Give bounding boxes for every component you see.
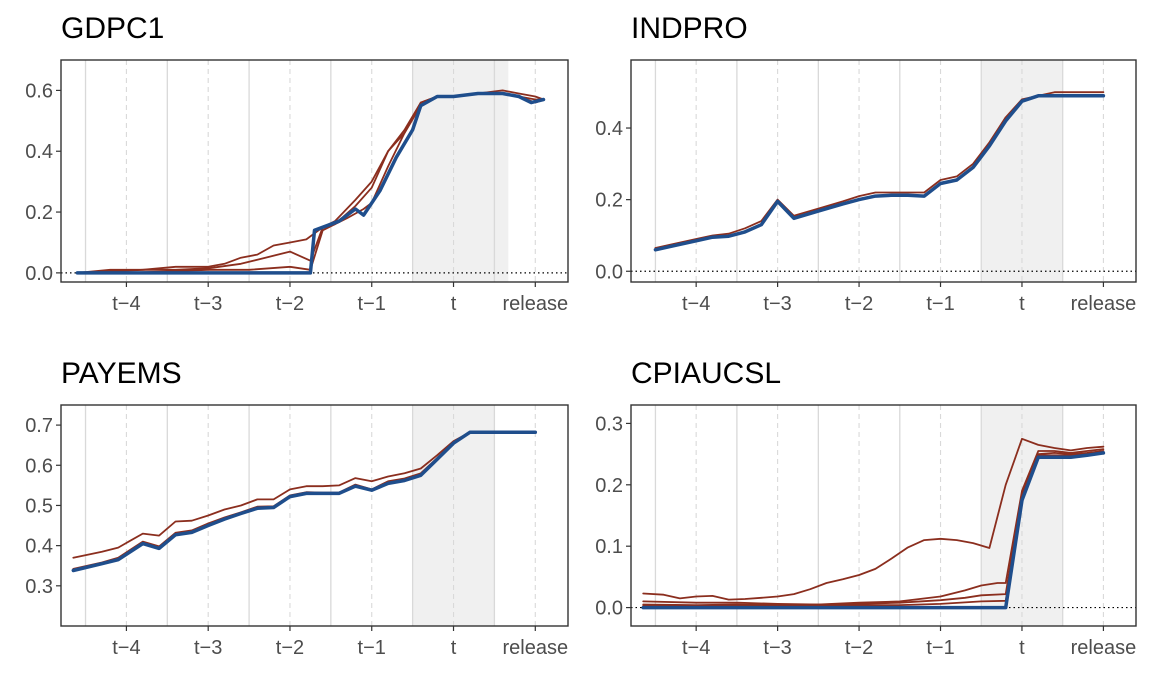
y-tick-label: 0.6 <box>25 80 53 102</box>
y-tick-label: 0.0 <box>595 261 623 283</box>
x-tick-label: t−3 <box>763 293 791 315</box>
x-tick-label: t−1 <box>358 293 386 315</box>
y-tick-label: 0.0 <box>25 263 53 285</box>
y-tick-label: 0.3 <box>25 576 53 598</box>
series-line-estimate <box>642 448 1105 606</box>
y-tick-label: 0.2 <box>595 190 623 212</box>
panel-title: INDPRO <box>631 12 748 45</box>
x-tick-label: release <box>502 293 568 315</box>
series-line-estimate <box>642 450 1105 606</box>
y-tick-label: 0.5 <box>25 495 53 517</box>
panel-border <box>630 404 1137 627</box>
y-tick-label: 0.4 <box>25 536 53 558</box>
y-tick-label: 0.6 <box>25 455 53 477</box>
x-tick-label: t−4 <box>682 637 710 659</box>
x-tick-label: t−4 <box>112 637 140 659</box>
panel-cpiaucsl: CPIAUCSL 0.0 0.1 0.2 0.3 t−4 t−3 t−2 t−1 t release <box>595 357 1137 659</box>
x-tick-label: t−2 <box>845 637 873 659</box>
x-tick-label: t−1 <box>926 293 954 315</box>
y-tick-label: 0.0 <box>595 598 623 620</box>
panel-border <box>60 59 569 283</box>
series-line-final <box>653 94 1106 252</box>
x-tick-label: t <box>451 637 457 659</box>
x-tick-label: t <box>1019 293 1025 315</box>
series-line-final <box>641 451 1106 610</box>
panel-title: GDPC1 <box>61 12 164 45</box>
x-tick-label: t−2 <box>276 293 304 315</box>
series-line-estimate <box>642 437 1105 601</box>
panel-gdpc1: GDPC1 0.0 0.2 0.4 0.6 t−4 t−3 t−2 t−1 t release <box>25 12 569 315</box>
x-tick-label: release <box>502 637 568 659</box>
x-tick-label: t <box>1019 637 1025 659</box>
panel-border <box>60 404 569 627</box>
y-tick-label: 0.3 <box>595 413 623 435</box>
x-tick-label: t−3 <box>194 293 222 315</box>
x-tick-label: release <box>1071 293 1137 315</box>
y-tick-label: 0.2 <box>595 475 623 497</box>
y-tick-label: 0.1 <box>595 536 623 558</box>
y-tick-label: 0.2 <box>25 202 53 224</box>
panel-border <box>630 59 1137 283</box>
x-tick-label: t−1 <box>926 637 954 659</box>
panel-title: CPIAUCSL <box>631 357 781 390</box>
x-tick-label: t−4 <box>112 293 140 315</box>
y-tick-label: 0.4 <box>595 118 623 140</box>
y-tick-label: 0.7 <box>25 415 53 437</box>
panel-payems: PAYEMS 0.3 0.4 0.5 0.6 0.7 t−4 t−3 t−2 t−1 t releas… <box>25 357 569 659</box>
x-tick-label: t−1 <box>358 637 386 659</box>
x-tick-label: t−4 <box>682 293 710 315</box>
x-tick-label: t−3 <box>763 637 791 659</box>
x-tick-label: release <box>1071 637 1137 659</box>
x-tick-label: t <box>451 293 457 315</box>
series-line-final <box>75 91 546 275</box>
x-tick-label: t−2 <box>276 637 304 659</box>
series-line-final <box>71 430 538 573</box>
x-tick-label: t−2 <box>845 293 873 315</box>
panel-title: PAYEMS <box>61 357 182 390</box>
x-tick-label: t−3 <box>194 637 222 659</box>
panel-indpro: INDPRO 0.0 0.2 0.4 t−4 t−3 t−2 t−1 t release <box>595 12 1137 315</box>
y-tick-label: 0.4 <box>25 141 53 163</box>
